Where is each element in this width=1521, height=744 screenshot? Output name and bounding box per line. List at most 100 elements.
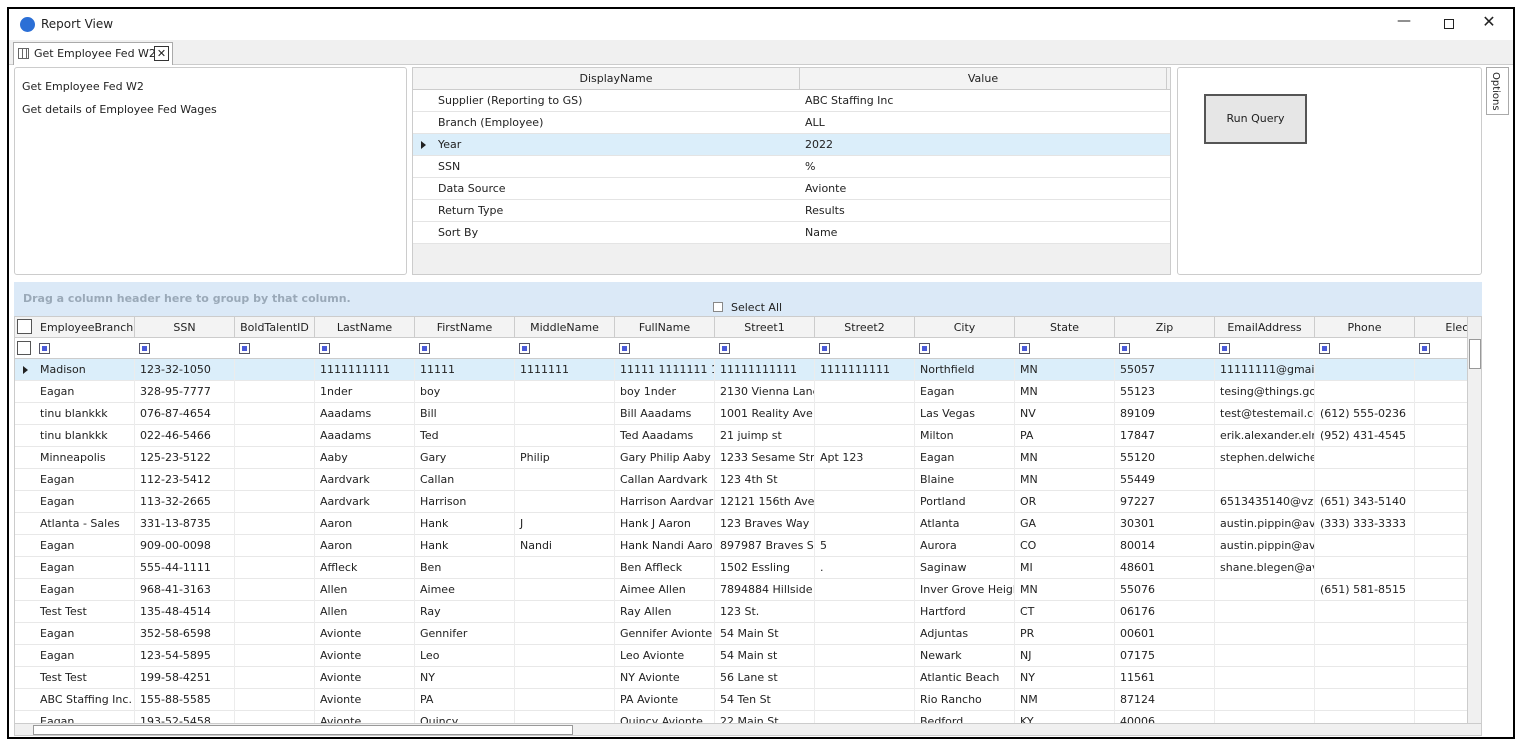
column-header[interactable]: State [1015, 317, 1115, 338]
grid-cell: 11111 1111111 1 [615, 359, 715, 381]
parameters-grid: DisplayNameValueSupplier (Reporting to G… [412, 67, 1171, 275]
grid-cell: 1111111 [515, 359, 615, 381]
grid-cell: tinu blankkk [35, 425, 135, 447]
grid-cell [1215, 645, 1315, 667]
grid-cell [235, 689, 315, 711]
filter-checkbox[interactable] [39, 343, 50, 354]
grid-cell [235, 425, 315, 447]
filter-editor-icon[interactable] [17, 341, 31, 355]
grid-cell [1315, 601, 1415, 623]
select-all-checkbox[interactable] [713, 302, 723, 312]
maximize-button[interactable] [1434, 13, 1464, 35]
column-header[interactable]: Street1 [715, 317, 815, 338]
grid-cell: GA [1015, 513, 1115, 535]
filter-checkbox[interactable] [1319, 343, 1330, 354]
filter-checkbox[interactable] [819, 343, 830, 354]
filter-checkbox[interactable] [1019, 343, 1030, 354]
grid-cell [1215, 579, 1315, 601]
filter-checkbox[interactable] [239, 343, 250, 354]
grid-cell [1215, 623, 1315, 645]
grid-cell: 112-23-5412 [135, 469, 235, 491]
grid-cell: . [815, 557, 915, 579]
filter-checkbox[interactable] [139, 343, 150, 354]
options-tab[interactable]: Options [1486, 67, 1509, 115]
grid-cell: Affleck [315, 557, 415, 579]
grid-cell [815, 667, 915, 689]
column-chooser[interactable] [17, 319, 32, 334]
vertical-scrollbar[interactable] [1467, 317, 1482, 723]
filter-checkbox[interactable] [1119, 343, 1130, 354]
filter-checkbox[interactable] [719, 343, 730, 354]
grid-cell: MN [1015, 381, 1115, 403]
grid-cell [235, 469, 315, 491]
grid-cell: 123-54-5895 [135, 645, 235, 667]
grid-cell: NM [1015, 689, 1115, 711]
grid-cell [235, 359, 315, 381]
minimize-button[interactable]: — [1389, 13, 1419, 35]
column-header[interactable]: City [915, 317, 1015, 338]
grid-cell: Eagan [35, 623, 135, 645]
scroll-thumb[interactable] [1469, 339, 1481, 369]
column-header[interactable]: BoldTalentID [235, 317, 315, 338]
grid-cell: Harrison Aardvark [615, 491, 715, 513]
grid-cell: 97227 [1115, 491, 1215, 513]
grid-cell: MI [1015, 557, 1115, 579]
grid-cell: 17847 [1115, 425, 1215, 447]
column-header[interactable]: EmployeeBranch [35, 317, 135, 338]
grid-cell: Aimee Allen [615, 579, 715, 601]
grid-cell: 1233 Sesame Stre [715, 447, 815, 469]
grid-cell [1315, 645, 1415, 667]
filter-checkbox[interactable] [319, 343, 330, 354]
group-hint: Drag a column header here to group by th… [23, 292, 351, 305]
grid-cell: Apt 123 [815, 447, 915, 469]
run-query-button[interactable]: Run Query [1204, 94, 1307, 144]
column-header[interactable]: FullName [615, 317, 715, 338]
close-button[interactable]: ✕ [1474, 12, 1504, 34]
grid-cell: boy 1nder [615, 381, 715, 403]
grid-cell: Portland [915, 491, 1015, 513]
grid-cell: 1nder [315, 381, 415, 403]
filter-checkbox[interactable] [519, 343, 530, 354]
grid-cell: (651) 343-5140 [1315, 491, 1415, 513]
column-header[interactable]: EmailAddress [1215, 317, 1315, 338]
grid-cell [235, 557, 315, 579]
column-header[interactable]: MiddleName [515, 317, 615, 338]
grid-cell: Newark [915, 645, 1015, 667]
grid-cell: Harrison [415, 491, 515, 513]
column-header[interactable]: FirstName [415, 317, 515, 338]
column-header[interactable]: Zip [1115, 317, 1215, 338]
column-header[interactable]: SSN [135, 317, 235, 338]
grid-cell [815, 403, 915, 425]
grid-cell [515, 667, 615, 689]
grid-cell [515, 601, 615, 623]
grid-cell: Madison [35, 359, 135, 381]
column-header[interactable]: Phone [1315, 317, 1415, 338]
grid-cell: 00601 [1115, 623, 1215, 645]
scroll-thumb[interactable] [33, 725, 573, 735]
grid-cell: 1111111111 [815, 359, 915, 381]
grid-cell: Minneapolis [35, 447, 135, 469]
filter-checkbox[interactable] [1219, 343, 1230, 354]
filter-checkbox[interactable] [619, 343, 630, 354]
filter-checkbox[interactable] [1419, 343, 1430, 354]
grid-cell [1315, 359, 1415, 381]
report-tab[interactable]: Get Employee Fed W2 ✕ [13, 42, 173, 65]
grid-cell: Avionte [315, 623, 415, 645]
grid-cell: 80014 [1115, 535, 1215, 557]
grid-cell [235, 667, 315, 689]
column-header[interactable]: LastName [315, 317, 415, 338]
grid-cell [235, 623, 315, 645]
tab-close[interactable]: ✕ [154, 46, 169, 61]
run-panel: Run Query [1177, 67, 1482, 275]
grid-cell: Ben Affleck [615, 557, 715, 579]
filter-checkbox[interactable] [919, 343, 930, 354]
grid-cell: 123-32-1050 [135, 359, 235, 381]
column-header[interactable]: Street2 [815, 317, 915, 338]
app-icon [20, 17, 35, 32]
description-panel: Get Employee Fed W2 Get details of Emplo… [14, 67, 407, 275]
grid-cell [235, 403, 315, 425]
grid-cell: 1502 Essling [715, 557, 815, 579]
grid-cell: 076-87-4654 [135, 403, 235, 425]
grid-cell: Callan [415, 469, 515, 491]
filter-checkbox[interactable] [419, 343, 430, 354]
